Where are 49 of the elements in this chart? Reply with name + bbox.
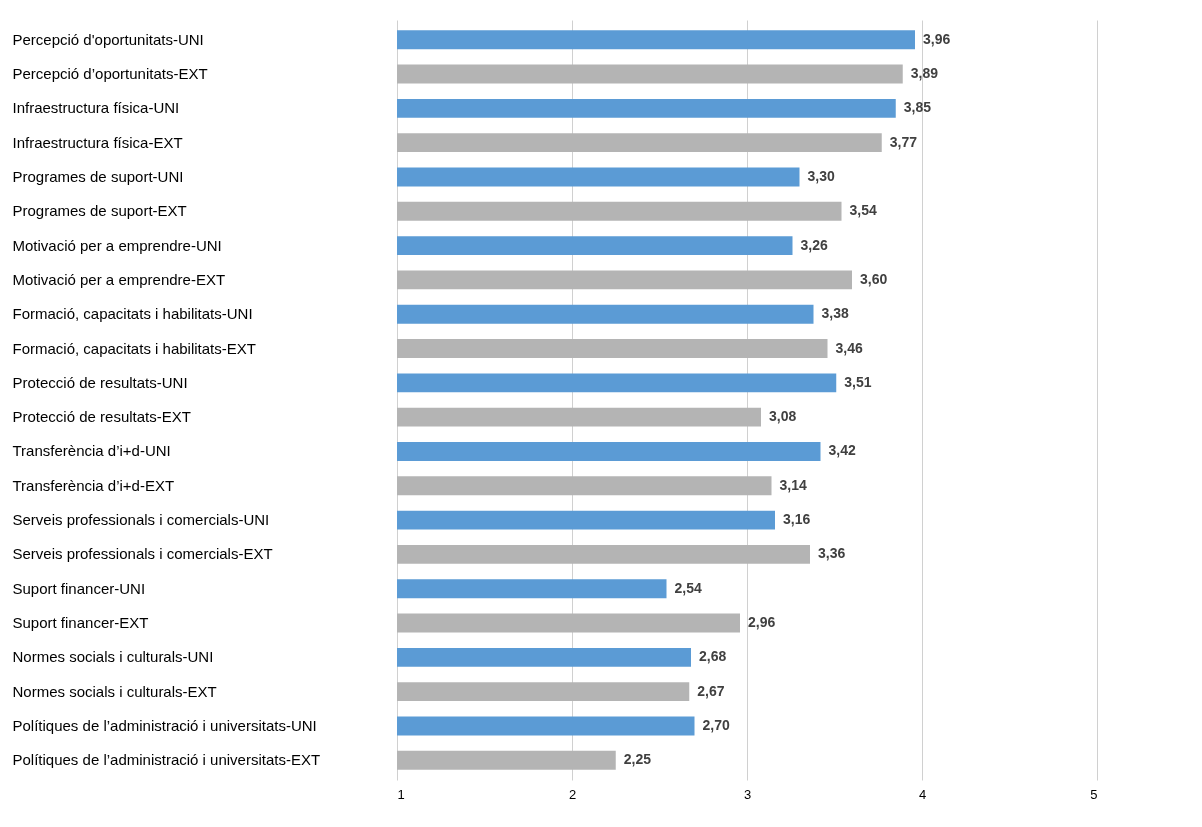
x-tick-label: 1 — [397, 786, 405, 802]
data-label: 3,96 — [923, 30, 951, 47]
data-label: 2,67 — [697, 682, 725, 699]
y-tick-label: Serveis professionals i comercials-EXT — [12, 545, 273, 563]
x-tick-label: 2 — [568, 786, 577, 802]
data-label: 2,54 — [674, 579, 702, 596]
data-label: 3,77 — [889, 133, 918, 150]
y-tick-label: Polítiques de l’administració i universitats-EXT — [12, 751, 321, 769]
data-label: 3,42 — [828, 442, 856, 459]
data-label: 3,30 — [807, 167, 835, 184]
y-tick-label: Protecció de resultats-UNI — [12, 373, 188, 391]
data-label: 3,16 — [783, 511, 811, 528]
y-tick-label: Programes de suport-UNI — [12, 167, 184, 185]
y-tick-label: Percepció d'oportunitats-UNI — [12, 30, 204, 48]
y-tick-label: Suport financer-EXT — [12, 614, 149, 632]
data-label: 2,68 — [699, 648, 727, 665]
data-label: 3,89 — [910, 65, 939, 82]
y-tick-label: Formació, capacitats i habilitats-UNI — [12, 305, 253, 323]
y-tick-label: Programes de suport-EXT — [12, 202, 187, 220]
data-label: 2,96 — [748, 614, 776, 631]
x-tick-label: 4 — [918, 786, 927, 802]
data-label: 3,51 — [844, 373, 872, 390]
x-tick-label: 3 — [743, 786, 752, 802]
y-tick-label: Serveis professionals i comercials-UNI — [12, 511, 270, 529]
y-tick-label: Formació, capacitats i habilitats-EXT — [12, 339, 256, 357]
y-tick-label: Polítiques de l’administració i universitats-UNI — [12, 716, 317, 734]
y-tick-label: Motivació per a emprendre-UNI — [12, 236, 222, 254]
x-tick-label: 5 — [1090, 786, 1098, 802]
data-label: 3,36 — [818, 545, 846, 562]
y-tick-label: Infraestructura física-UNI — [12, 99, 180, 117]
data-label: 3,46 — [835, 339, 863, 356]
y-tick-label: Motivació per a emprendre-EXT — [12, 270, 226, 288]
y-tick-label: Protecció de resultats-EXT — [12, 408, 191, 426]
data-label: 2,25 — [623, 751, 652, 768]
y-tick-label: Normes socials i culturals-UNI — [12, 648, 214, 666]
data-label: 2,70 — [702, 716, 730, 733]
data-label: 3,54 — [849, 202, 877, 219]
data-label: 3,38 — [821, 305, 849, 322]
data-label: 3,14 — [779, 476, 807, 493]
data-label: 3,26 — [800, 236, 828, 253]
y-tick-label: Percepció d’oportunitats-EXT — [12, 65, 208, 83]
y-tick-label: Suport financer-UNI — [12, 579, 146, 597]
y-tick-label: Infraestructura física-EXT — [12, 133, 183, 151]
data-label: 3,60 — [860, 270, 888, 287]
y-tick-label: Transferència d’i+d-EXT — [12, 476, 175, 494]
data-label: 3,85 — [903, 99, 932, 116]
y-tick-label: Transferència d’i+d-UNI — [12, 442, 171, 460]
y-tick-label: Normes socials i culturals-EXT — [12, 682, 217, 700]
data-label: 3,08 — [769, 408, 797, 425]
